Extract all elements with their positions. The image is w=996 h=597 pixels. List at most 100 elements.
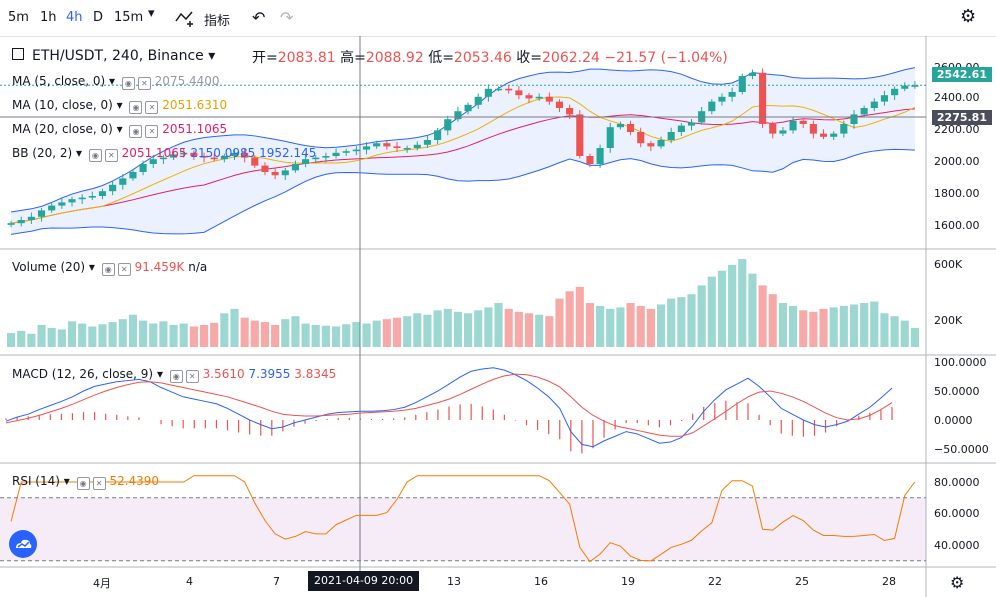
- candle-body: [27, 216, 35, 220]
- legend-ma5[interactable]: MA (5, close, 0) ▾ ◉ ✕ 2075.4400: [12, 74, 220, 90]
- high-value: 2088.92: [365, 50, 424, 66]
- volume-bar: [788, 305, 798, 347]
- candle-body: [251, 157, 259, 166]
- top-toolbar: 5m 1h 4h D 15m ▾ 指标 ↶ ↷ ⚙: [0, 0, 996, 37]
- ma20-label: MA (20, close, 0): [12, 122, 113, 136]
- price-tick: 2400.00: [934, 91, 980, 104]
- volume-bar: [260, 322, 270, 347]
- volume-bar: [281, 319, 290, 347]
- tradingview-logo-button[interactable]: [9, 530, 37, 558]
- volume-bar: [616, 307, 625, 347]
- eye-icon[interactable]: ◉: [129, 125, 143, 138]
- volume-bar: [88, 326, 97, 347]
- rsi-tick: 40.0000: [934, 539, 980, 552]
- settings-icon[interactable]: ⚙: [960, 6, 977, 27]
- eye-icon[interactable]: ◉: [101, 263, 115, 276]
- volume-bar: [57, 329, 66, 347]
- candle-body: [850, 114, 858, 124]
- volume-bar: [179, 323, 188, 347]
- time-tick: 28: [882, 575, 896, 588]
- timeframe-1h[interactable]: 1h: [40, 10, 57, 25]
- candle-body: [383, 143, 391, 147]
- indicators-icon[interactable]: [174, 9, 196, 27]
- last-price-tag: 2542.61: [931, 67, 992, 82]
- volume-bar: [504, 308, 513, 347]
- volume-bar: [697, 285, 706, 347]
- timeframe-d[interactable]: D: [93, 10, 104, 25]
- timeframe-4h[interactable]: 4h: [66, 10, 83, 25]
- candle-body: [78, 197, 86, 200]
- volume-bar: [139, 320, 148, 347]
- legend-macd[interactable]: MACD (12, 26, close, 9) ▾ ◉ ✕ 3.5610 7.39…: [12, 367, 337, 383]
- volume-bar: [667, 298, 676, 347]
- eye-icon[interactable]: ◉: [76, 477, 90, 490]
- volume-bar: [677, 297, 686, 347]
- close-icon[interactable]: ✕: [145, 101, 159, 114]
- volume-bar: [301, 323, 310, 347]
- close-icon[interactable]: ✕: [92, 477, 106, 490]
- eye-icon[interactable]: ◉: [121, 77, 135, 90]
- volume-bar: [250, 320, 259, 347]
- eye-icon[interactable]: ◉: [169, 370, 183, 383]
- eye-icon[interactable]: ◉: [88, 149, 102, 162]
- close-icon[interactable]: ✕: [137, 77, 151, 90]
- close-icon[interactable]: ✕: [104, 149, 118, 162]
- high-label: 高: [340, 50, 355, 66]
- indicators-button[interactable]: 指标: [204, 14, 231, 29]
- chart-canvas[interactable]: [0, 36, 996, 597]
- redo-icon[interactable]: ↷: [280, 8, 294, 27]
- close-icon[interactable]: ✕: [145, 125, 159, 138]
- chevron-down-icon[interactable]: ▾: [148, 6, 155, 21]
- candle-body: [819, 133, 828, 137]
- rsi-value: 52.4390: [109, 474, 160, 488]
- time-tick: 13: [447, 575, 461, 588]
- legend-bb[interactable]: BB (20, 2) ▾ ◉ ✕ 2051.1065 2150.0985 1952…: [12, 146, 317, 162]
- volume-bar: [758, 285, 767, 347]
- symbol-menu-chevron-icon[interactable]: ▾: [203, 48, 216, 64]
- legend-rsi[interactable]: RSI (14) ▾ ◉ ✕ 52.4390: [12, 474, 160, 490]
- candle-body: [139, 164, 147, 172]
- candle-body: [566, 108, 574, 115]
- time-tick: 4: [186, 575, 193, 588]
- volume-bar: [687, 294, 696, 347]
- candle-body: [109, 184, 117, 192]
- volume-bar: [199, 325, 209, 347]
- undo-icon[interactable]: ↶: [252, 8, 266, 27]
- collapse-icon[interactable]: [12, 48, 24, 60]
- candle-body: [200, 156, 208, 158]
- time-tick: 22: [708, 575, 722, 588]
- volume-bar: [98, 324, 107, 347]
- candle-body: [119, 178, 127, 185]
- timeframe-5m[interactable]: 5m: [8, 10, 29, 25]
- rsi-tick: 80.0000: [934, 476, 980, 489]
- volume-bar: [78, 323, 87, 347]
- candle-body: [677, 125, 685, 132]
- candle-body: [840, 124, 848, 134]
- close-value: 2062.24: [542, 50, 600, 66]
- volume-bar: [230, 308, 239, 347]
- volume-bar: [159, 321, 168, 347]
- legend-ma10[interactable]: MA (10, close, 0) ▾ ◉ ✕ 2051.6310: [12, 98, 228, 114]
- candle-body: [901, 85, 909, 89]
- volume-ma-value: n/a: [188, 260, 208, 274]
- axis-settings-icon[interactable]: ⚙: [950, 573, 965, 592]
- candle-body: [464, 104, 472, 112]
- volume-bar: [514, 311, 523, 347]
- candle-body: [647, 143, 655, 147]
- candle-body: [98, 191, 107, 196]
- legend-ma20[interactable]: MA (20, close, 0) ▾ ◉ ✕ 2051.1065: [12, 122, 228, 138]
- eye-icon[interactable]: ◉: [129, 101, 143, 114]
- time-tick: 7: [273, 575, 280, 588]
- volume-bar: [849, 304, 859, 347]
- close-label: 收: [516, 50, 531, 66]
- close-icon[interactable]: ✕: [117, 263, 131, 276]
- timeframe-15m[interactable]: 15m: [114, 10, 144, 25]
- candle-body: [657, 140, 665, 147]
- close-icon[interactable]: ✕: [185, 370, 199, 383]
- symbol-title: ETH/USDT, 240, Binance: [32, 48, 204, 64]
- legend-volume[interactable]: Volume (20) ▾ ◉ ✕ 91.459K n/a: [12, 260, 208, 276]
- candle-body: [555, 101, 564, 108]
- symbol-header: ETH/USDT, 240, Binance ▾: [12, 48, 215, 64]
- bb-upper-value: 2150.0985: [190, 146, 256, 160]
- volume-bar: [656, 304, 666, 347]
